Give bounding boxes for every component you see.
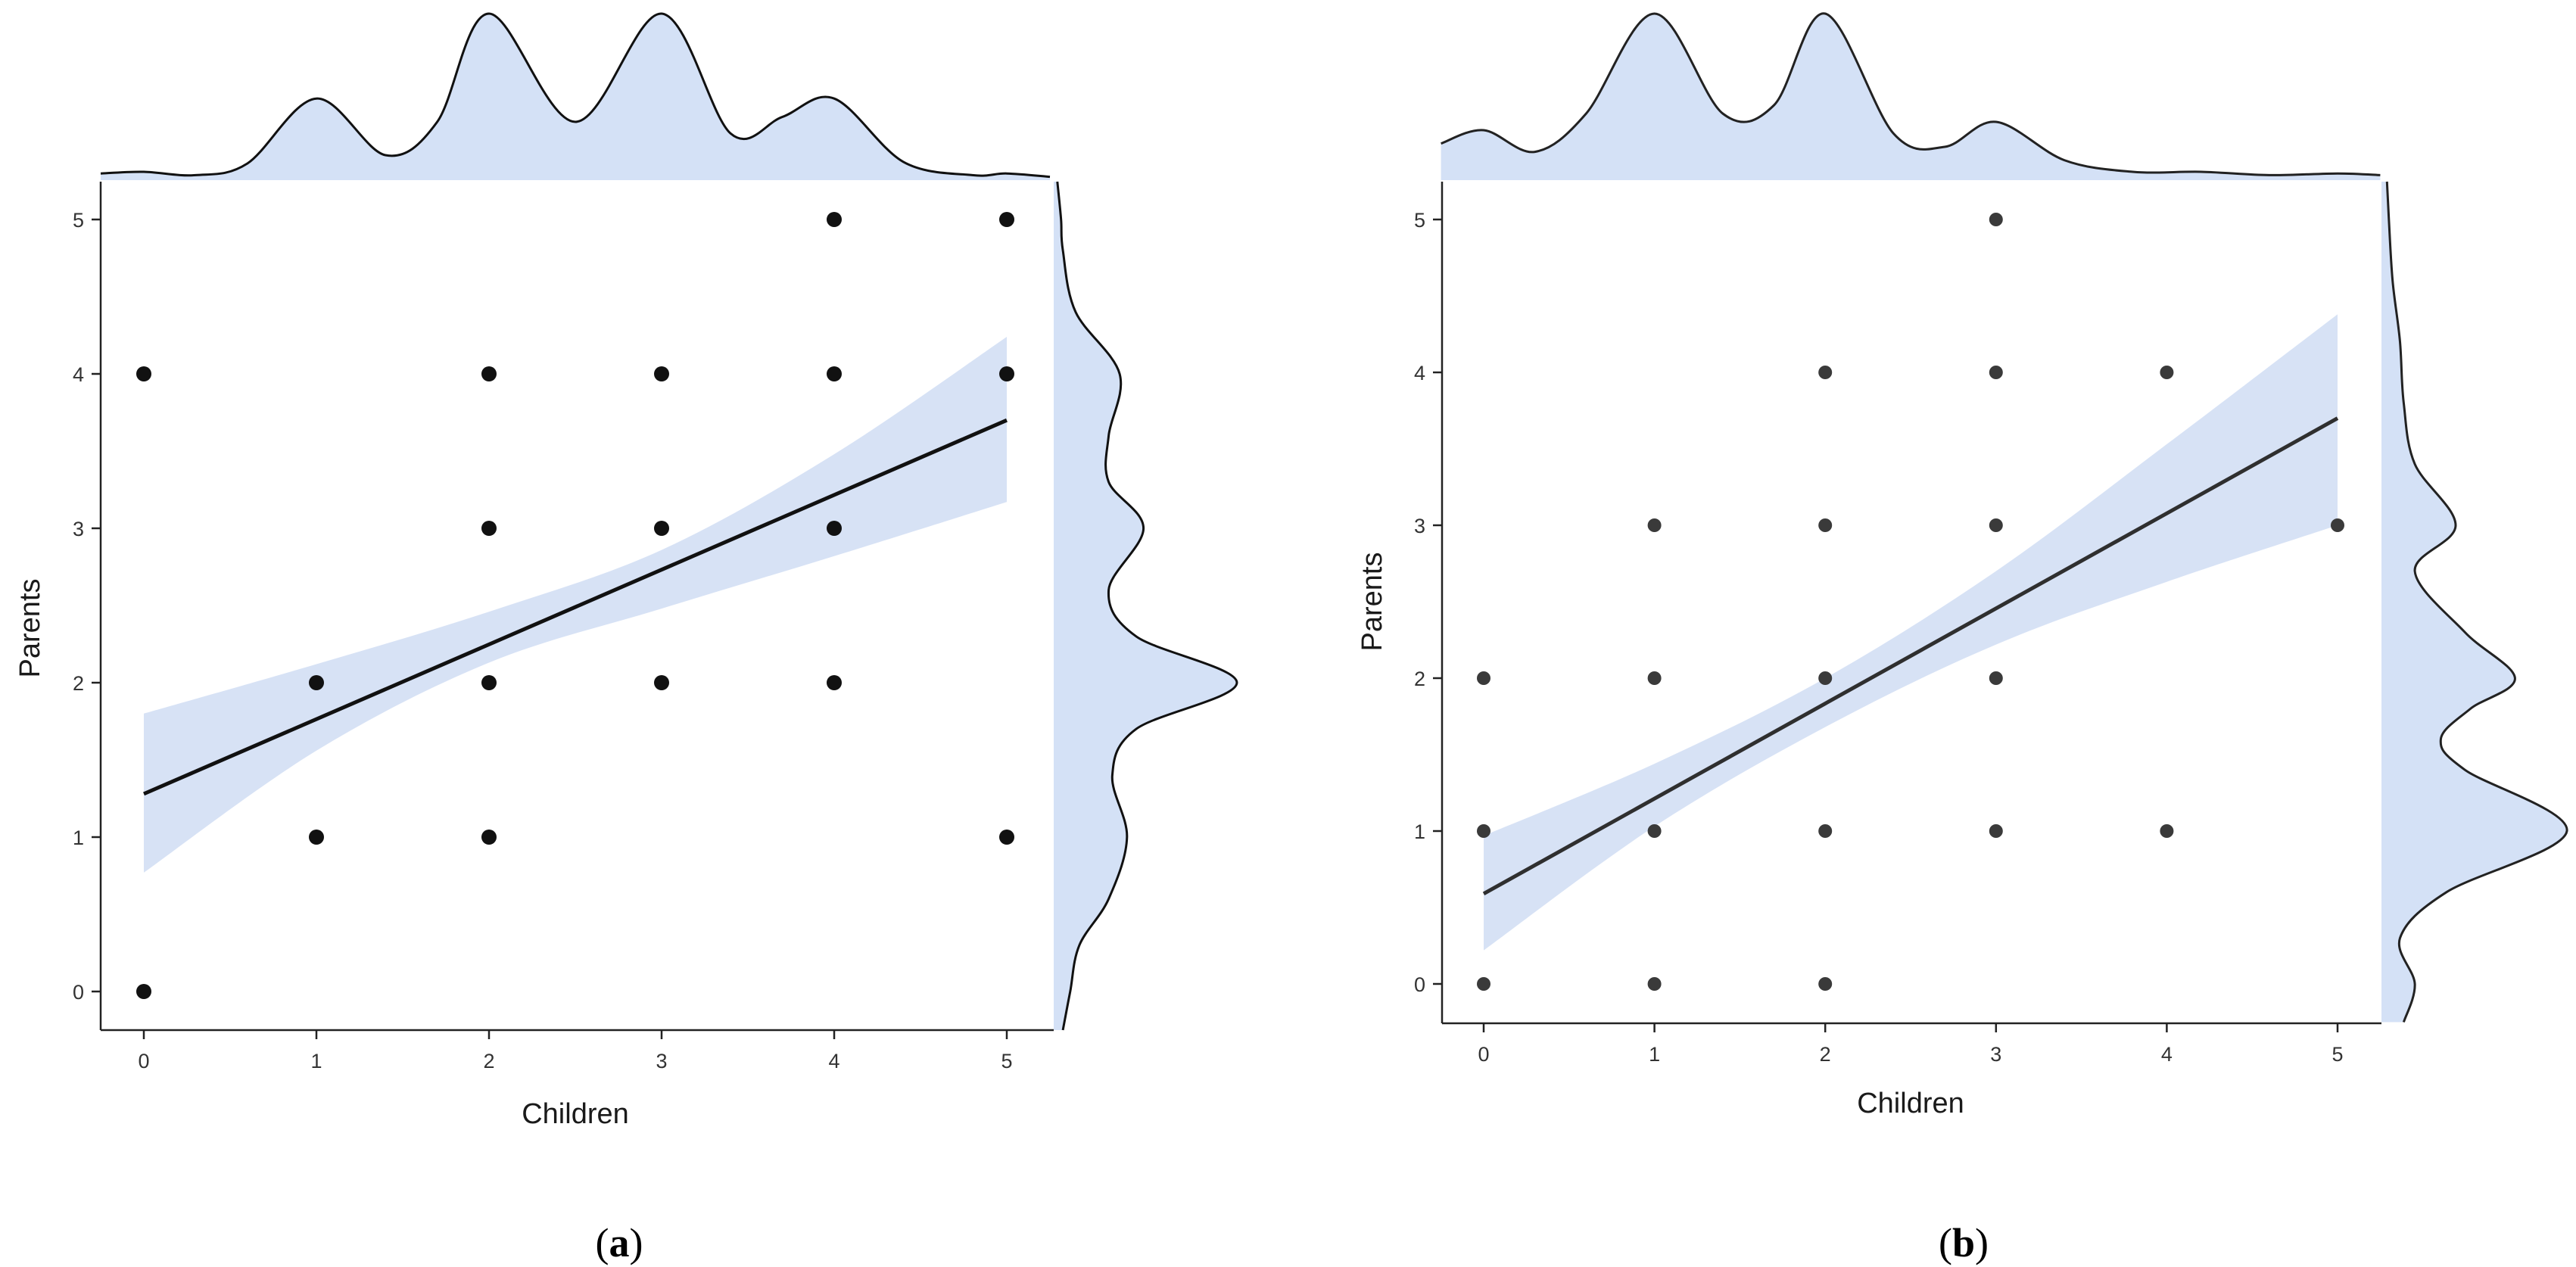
data-point [827, 366, 842, 381]
data-point [1647, 671, 1662, 685]
data-point [2160, 366, 2174, 379]
data-point [999, 366, 1014, 381]
scatter-points [1477, 213, 2344, 991]
x-tick-label: 2 [1820, 1043, 1831, 1066]
data-point [999, 830, 1014, 845]
data-point [827, 212, 842, 227]
data-point [1477, 977, 1490, 991]
panel-a: 0 1 2 3 4 5 0 1 2 3 4 5 Children Parents (a) [14, 12, 1238, 1265]
x-tick-label: 3 [1990, 1043, 2001, 1066]
marginal-x-density-fill [1441, 13, 2381, 180]
marginal-y-density-fill [2381, 182, 2568, 1023]
data-point [1989, 366, 2003, 379]
data-point [481, 675, 497, 690]
y-tick-label: 3 [73, 518, 84, 540]
data-point [2160, 824, 2174, 838]
confidence-band [144, 337, 1007, 873]
y-ticks: 0 1 2 3 4 5 [1414, 209, 1442, 996]
data-point [1647, 977, 1662, 991]
x-axis-title: Children [522, 1098, 629, 1130]
y-ticks: 0 1 2 3 4 5 [73, 209, 101, 1004]
data-point [1477, 824, 1490, 838]
marginal-y-density-b [2381, 181, 2568, 1023]
marginal-x-density-a [100, 12, 1051, 180]
data-point [654, 675, 669, 690]
x-tick-label: 2 [483, 1050, 494, 1072]
data-point [481, 830, 497, 845]
x-axis-title: Children [1857, 1088, 1964, 1119]
y-tick-label: 1 [73, 827, 84, 849]
x-ticks: 0 1 2 3 4 5 [1478, 1023, 2344, 1066]
y-tick-label: 2 [1414, 668, 1425, 690]
y-tick-label: 3 [1414, 515, 1425, 537]
y-tick-label: 0 [73, 981, 84, 1004]
data-point [136, 366, 151, 381]
data-point [1818, 824, 1833, 838]
panel-label-b: (b) [1939, 1220, 1989, 1265]
x-tick-label: 5 [1001, 1050, 1012, 1072]
x-tick-label: 4 [2161, 1043, 2173, 1066]
y-tick-label: 4 [1414, 362, 1425, 384]
marginal-x-density-fill [101, 13, 1050, 180]
y-axis-title: Parents [1357, 553, 1388, 652]
data-point [1647, 824, 1662, 838]
marginal-y-density-a [1054, 181, 1238, 1031]
y-tick-label: 1 [1414, 820, 1425, 843]
x-tick-label: 5 [2331, 1043, 2343, 1066]
x-tick-label: 1 [310, 1050, 322, 1072]
x-ticks: 0 1 2 3 4 5 [138, 1030, 1013, 1072]
marginal-y-density-fill [1054, 182, 1237, 1030]
data-point [481, 366, 497, 381]
panel-label-a: (a) [596, 1220, 643, 1265]
marginal-x-density-line [1441, 12, 2381, 176]
y-tick-label: 5 [73, 209, 84, 232]
data-point [827, 675, 842, 690]
scatter-points [136, 212, 1014, 999]
data-point [999, 212, 1014, 227]
confidence-band [1484, 314, 2338, 951]
regression-line [143, 418, 1008, 796]
data-point [827, 521, 842, 536]
x-tick-label: 1 [1649, 1043, 1660, 1066]
y-tick-label: 5 [1414, 209, 1425, 232]
marginal-y-density-line [1056, 181, 1238, 1031]
data-point [1818, 518, 1833, 532]
marginal-x-density-b [1441, 12, 2381, 180]
data-point [1647, 518, 1662, 532]
y-tick-label: 0 [1414, 973, 1425, 996]
marginal-y-density-line [2385, 181, 2568, 1023]
data-point [654, 521, 669, 536]
panel-b: 0 1 2 3 4 5 0 1 2 3 4 5 Children Parents (b) [1357, 12, 2568, 1265]
data-point [136, 984, 151, 999]
x-tick-label: 3 [656, 1050, 667, 1072]
data-point [309, 675, 324, 690]
regression-line [1482, 416, 2339, 896]
data-point [1818, 671, 1833, 685]
marginal-x-density-line [100, 12, 1051, 179]
x-tick-label: 4 [828, 1050, 839, 1072]
x-tick-label: 0 [138, 1050, 149, 1072]
data-point [1989, 671, 2003, 685]
data-point [1989, 824, 2003, 838]
data-point [1477, 671, 1490, 685]
data-point [1818, 366, 1833, 379]
y-tick-label: 4 [73, 363, 84, 386]
data-point [1989, 518, 2003, 532]
y-axis-title: Parents [14, 579, 46, 678]
data-point [2331, 518, 2344, 532]
data-point [309, 830, 324, 845]
y-tick-label: 2 [73, 672, 84, 695]
data-point [1818, 977, 1833, 991]
data-point [481, 521, 497, 536]
data-point [1989, 213, 2003, 226]
data-point [654, 366, 669, 381]
x-tick-label: 0 [1478, 1043, 1489, 1066]
